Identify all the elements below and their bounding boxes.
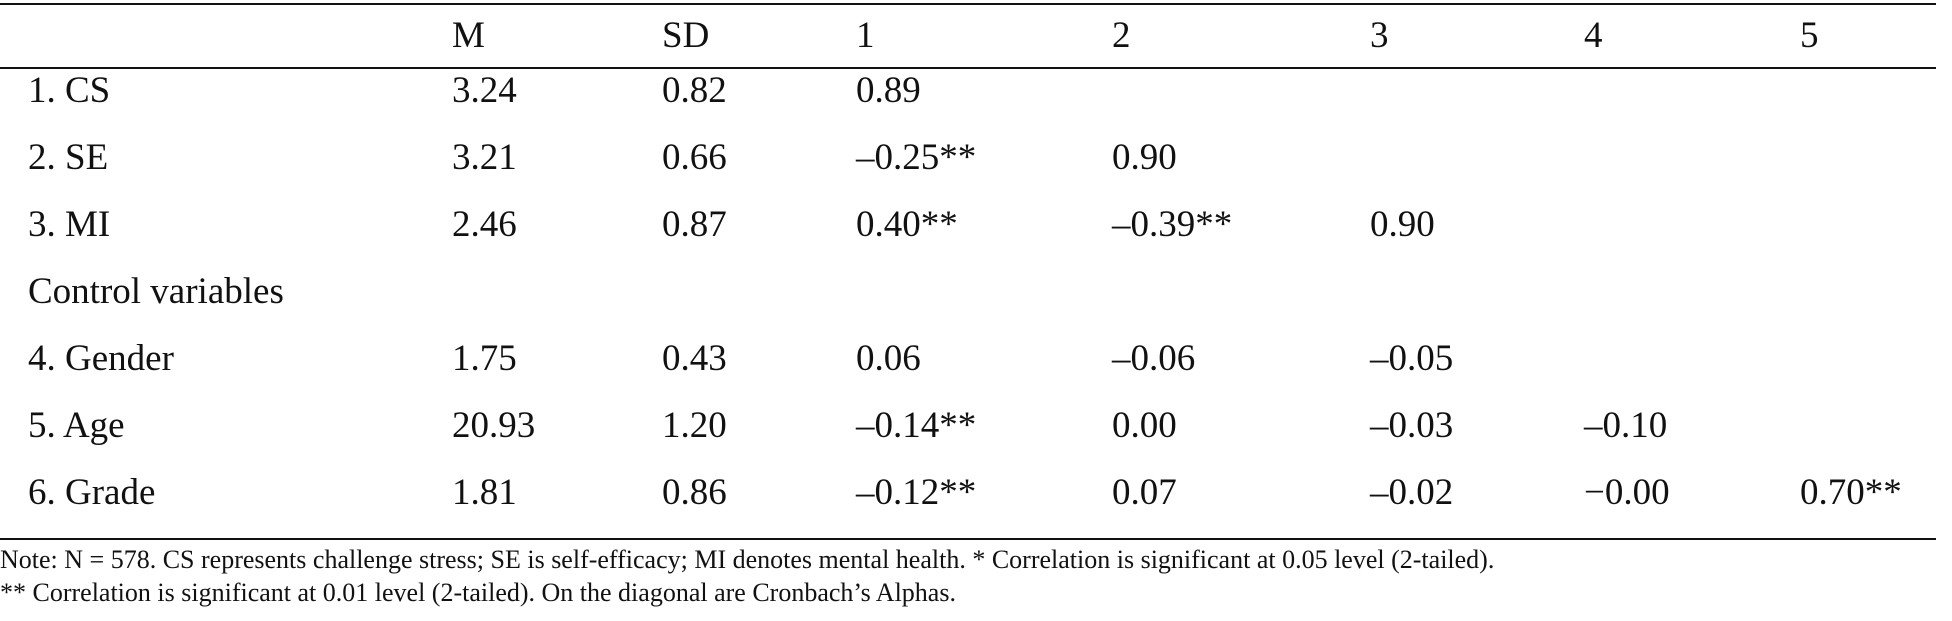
- header-sd: SD: [662, 15, 710, 56]
- header-m: M: [452, 15, 485, 56]
- table-row: 2. SE 3.21 0.66 –0.25** 0.90: [0, 125, 1952, 191]
- row-label: Control variables: [28, 271, 284, 312]
- note-line-2: ** Correlation is significant at 0.01 le…: [0, 578, 956, 607]
- table-row: 4. Gender 1.75 0.43 0.06 –0.06 –0.05: [0, 326, 1952, 392]
- row-label: 3. MI: [28, 204, 111, 245]
- row-col-4: −0.00: [1584, 472, 1670, 513]
- table-top-rule: [0, 3, 1936, 5]
- table-row: 6. Grade 1.81 0.86 –0.12** 0.07 –0.02 −0…: [0, 460, 1952, 526]
- row-m: 3.21: [452, 137, 517, 178]
- table-row: 1. CS 3.24 0.82 0.89: [0, 58, 1952, 124]
- row-col-2: 0.07: [1112, 472, 1177, 513]
- header-col-1: 1: [856, 15, 875, 56]
- note-line-1: Note: N = 578. CS represents challenge s…: [0, 545, 1495, 574]
- row-col-1: –0.12**: [856, 472, 977, 513]
- header-col-5: 5: [1800, 15, 1819, 56]
- row-sd: 0.87: [662, 204, 727, 245]
- row-m: 2.46: [452, 204, 517, 245]
- row-label: 2. SE: [28, 137, 109, 178]
- row-label: 4. Gender: [28, 338, 174, 379]
- row-m: 20.93: [452, 405, 536, 446]
- row-col-3: –0.05: [1370, 338, 1454, 379]
- row-col-1: 0.89: [856, 70, 921, 111]
- table-section-row: Control variables: [0, 259, 1952, 325]
- row-sd: 1.20: [662, 405, 727, 446]
- row-col-3: –0.02: [1370, 472, 1454, 513]
- row-col-1: –0.25**: [856, 137, 977, 178]
- row-sd: 0.82: [662, 70, 727, 111]
- row-sd: 0.86: [662, 472, 727, 513]
- header-col-4: 4: [1584, 15, 1603, 56]
- row-m: 3.24: [452, 70, 517, 111]
- row-m: 1.81: [452, 472, 517, 513]
- row-col-1: 0.06: [856, 338, 921, 379]
- row-col-3: –0.03: [1370, 405, 1454, 446]
- table-header-rule: [0, 67, 1936, 69]
- row-col-1: –0.14**: [856, 405, 977, 446]
- row-col-2: –0.06: [1112, 338, 1196, 379]
- table-note: Note: N = 578. CS represents challenge s…: [0, 543, 1952, 609]
- table-row: 3. MI 2.46 0.87 0.40** –0.39** 0.90: [0, 192, 1952, 258]
- header-col-2: 2: [1112, 15, 1131, 56]
- row-sd: 0.66: [662, 137, 727, 178]
- row-label: 1. CS: [28, 70, 111, 111]
- row-col-4: –0.10: [1584, 405, 1668, 446]
- row-col-5: 0.70**: [1800, 472, 1902, 513]
- table-bottom-rule: [0, 538, 1936, 540]
- row-col-2: 0.00: [1112, 405, 1177, 446]
- row-m: 1.75: [452, 338, 517, 379]
- row-col-1: 0.40**: [856, 204, 958, 245]
- row-col-2: 0.90: [1112, 137, 1177, 178]
- row-col-3: 0.90: [1370, 204, 1435, 245]
- row-sd: 0.43: [662, 338, 727, 379]
- row-col-2: –0.39**: [1112, 204, 1233, 245]
- row-label: 5. Age: [28, 405, 125, 446]
- row-label: 6. Grade: [28, 472, 156, 513]
- header-col-3: 3: [1370, 15, 1389, 56]
- table-row: 5. Age 20.93 1.20 –0.14** 0.00 –0.03 –0.…: [0, 393, 1952, 459]
- table-header-row: M SD 1 2 3 4 5: [0, 3, 1952, 69]
